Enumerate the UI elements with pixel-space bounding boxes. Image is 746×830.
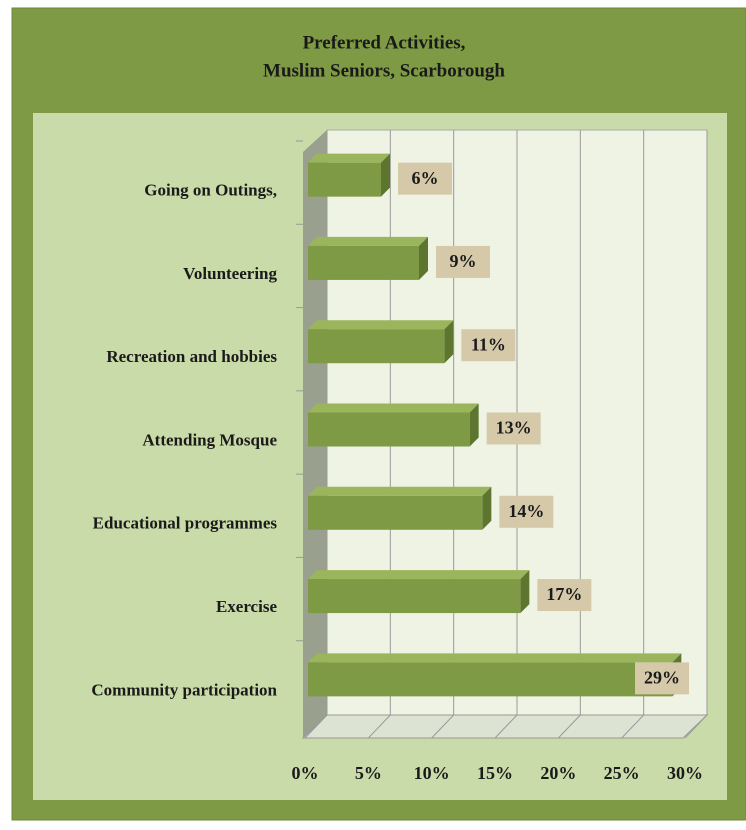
y-tick-label: Exercise — [216, 597, 278, 616]
x-tick — [431, 714, 455, 739]
bar-face — [308, 153, 390, 163]
bar-face — [308, 653, 682, 663]
bar — [308, 570, 530, 614]
value-label-bg — [486, 412, 541, 445]
y-tick-label: Recreation and hobbies — [106, 347, 277, 366]
bar-face — [381, 153, 390, 197]
bar-face — [308, 662, 673, 697]
x-tick-label: 0% — [292, 763, 319, 783]
x-tick-label: 5% — [355, 763, 382, 783]
x-tick-label: 15% — [477, 763, 513, 783]
value-label-bg — [398, 162, 452, 195]
bar-face — [520, 570, 530, 614]
y-tick-label: Community participation — [91, 680, 277, 699]
x-tick — [684, 714, 708, 739]
value-label: 6% — [412, 168, 439, 188]
x-tick — [494, 714, 518, 739]
bar — [308, 236, 428, 280]
bar — [308, 153, 390, 197]
x-tick-label: 25% — [604, 763, 640, 783]
chart-title: Preferred Activities, — [303, 32, 466, 53]
x-tick — [367, 714, 391, 739]
x-tick-label: 10% — [414, 763, 450, 783]
bar-face — [419, 236, 428, 280]
bar-face — [308, 236, 428, 246]
bar — [308, 486, 492, 530]
floor — [301, 714, 709, 739]
value-label: 13% — [496, 418, 532, 438]
y-tick-label: Attending Mosque — [142, 430, 277, 449]
x-tick — [621, 714, 645, 739]
value-label-bg — [436, 245, 490, 278]
bar-face — [308, 495, 483, 530]
x-tick-label: 20% — [540, 763, 576, 783]
bar-face — [308, 162, 381, 197]
value-label: 17% — [546, 584, 582, 604]
x-tick — [557, 714, 581, 739]
y-tick-label: Going on Outings, — [144, 181, 277, 200]
bar-face — [444, 320, 454, 364]
value-label: 9% — [450, 251, 477, 271]
value-label: 14% — [508, 501, 544, 521]
chart-title: Muslim Seniors, Scarborough — [263, 60, 505, 81]
bar-face — [308, 245, 419, 280]
bar-face — [308, 570, 530, 580]
value-label: 29% — [644, 667, 680, 687]
bar — [308, 320, 454, 364]
bar-face — [482, 486, 492, 530]
y-tick-label: Volunteering — [183, 264, 277, 283]
value-label-bg — [537, 579, 592, 612]
bar-face — [308, 412, 470, 447]
bar-face — [469, 403, 479, 447]
y-tick-label: Educational programmes — [93, 514, 278, 533]
value-label-bg — [499, 495, 554, 528]
bar-face — [308, 486, 492, 496]
bar — [308, 653, 682, 697]
bar-face — [308, 320, 454, 330]
value-label: 11% — [471, 334, 506, 354]
value-label-bg — [635, 662, 689, 695]
x-tick — [304, 714, 328, 739]
bar-face — [308, 329, 445, 364]
bar — [308, 403, 479, 447]
bar-face — [308, 403, 479, 413]
x-tick-label: 30% — [667, 763, 703, 783]
bar-face — [308, 579, 521, 614]
value-label-bg — [461, 329, 516, 362]
